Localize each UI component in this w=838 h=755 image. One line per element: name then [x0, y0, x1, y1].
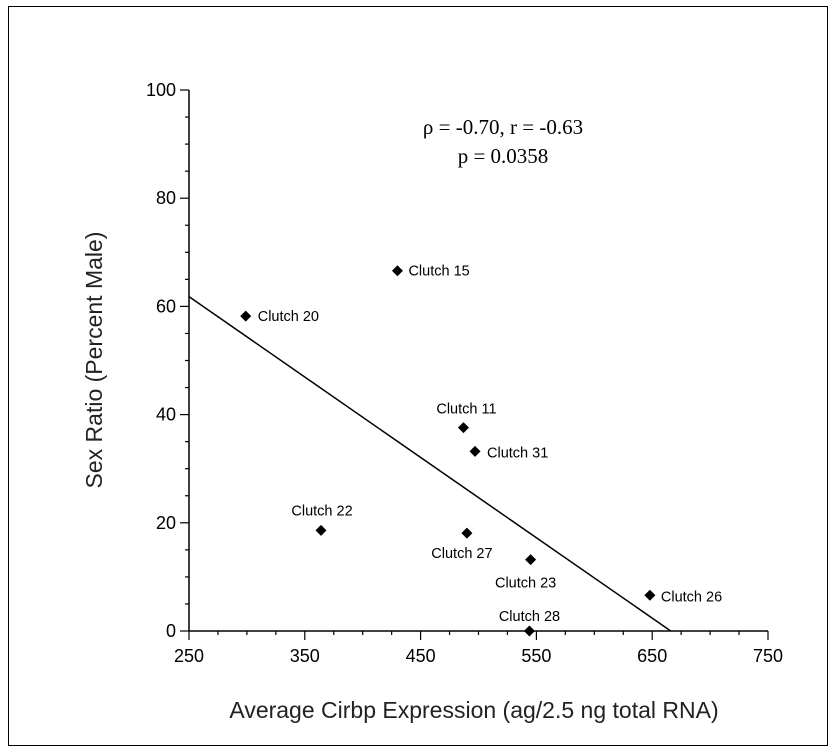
data-point-label: Clutch 20 — [258, 309, 319, 325]
data-points: Clutch 20 Clutch 15 Clutch 11 Clutch 31 Clut… — [240, 264, 722, 637]
data-point-label: Clutch 11 — [436, 402, 496, 418]
data-point-label: Clutch 15 — [408, 264, 469, 280]
data-point-label: Clutch 28 — [499, 609, 560, 625]
data-point-marker — [392, 265, 403, 276]
data-point-label: Clutch 23 — [495, 576, 556, 592]
data-point-marker — [461, 528, 472, 539]
data-point-label: Clutch 31 — [487, 445, 548, 461]
y-tick-label: 0 — [166, 621, 176, 641]
y-tick-label: 60 — [156, 296, 176, 316]
x-tick-label: 250 — [174, 646, 204, 666]
data-point-label: Clutch 27 — [431, 546, 492, 562]
x-tick-label: 650 — [637, 646, 667, 666]
x-tick-label: 450 — [406, 646, 436, 666]
p-value-stat: p = 0.0358 — [458, 144, 549, 168]
data-point-label: Clutch 26 — [661, 589, 722, 605]
x-tick-label: 750 — [753, 646, 783, 666]
data-point-marker — [524, 626, 535, 637]
x-tick-label: 350 — [290, 646, 320, 666]
y-tick-label: 40 — [156, 405, 176, 425]
regression-line-group — [189, 297, 671, 631]
data-point-marker — [316, 525, 327, 536]
y-tick-label: 20 — [156, 513, 176, 533]
data-point-marker — [470, 446, 481, 457]
data-point-marker — [458, 422, 469, 433]
y-axis-label: Sex Ratio (Percent Male) — [81, 232, 107, 489]
data-point-marker — [644, 590, 655, 601]
x-tick-label: 550 — [521, 646, 551, 666]
data-point-label: Clutch 22 — [291, 503, 352, 519]
x-axis-label: Average Cirbp Expression (ag/2.5 ng tota… — [229, 697, 718, 723]
y-tick-label: 80 — [156, 188, 176, 208]
regression-line — [189, 297, 671, 631]
correlation-stat: ρ = -0.70, r = -0.63 — [423, 115, 583, 139]
data-point-marker — [525, 554, 536, 565]
y-tick-label: 100 — [146, 80, 176, 100]
data-point-marker — [240, 311, 251, 322]
